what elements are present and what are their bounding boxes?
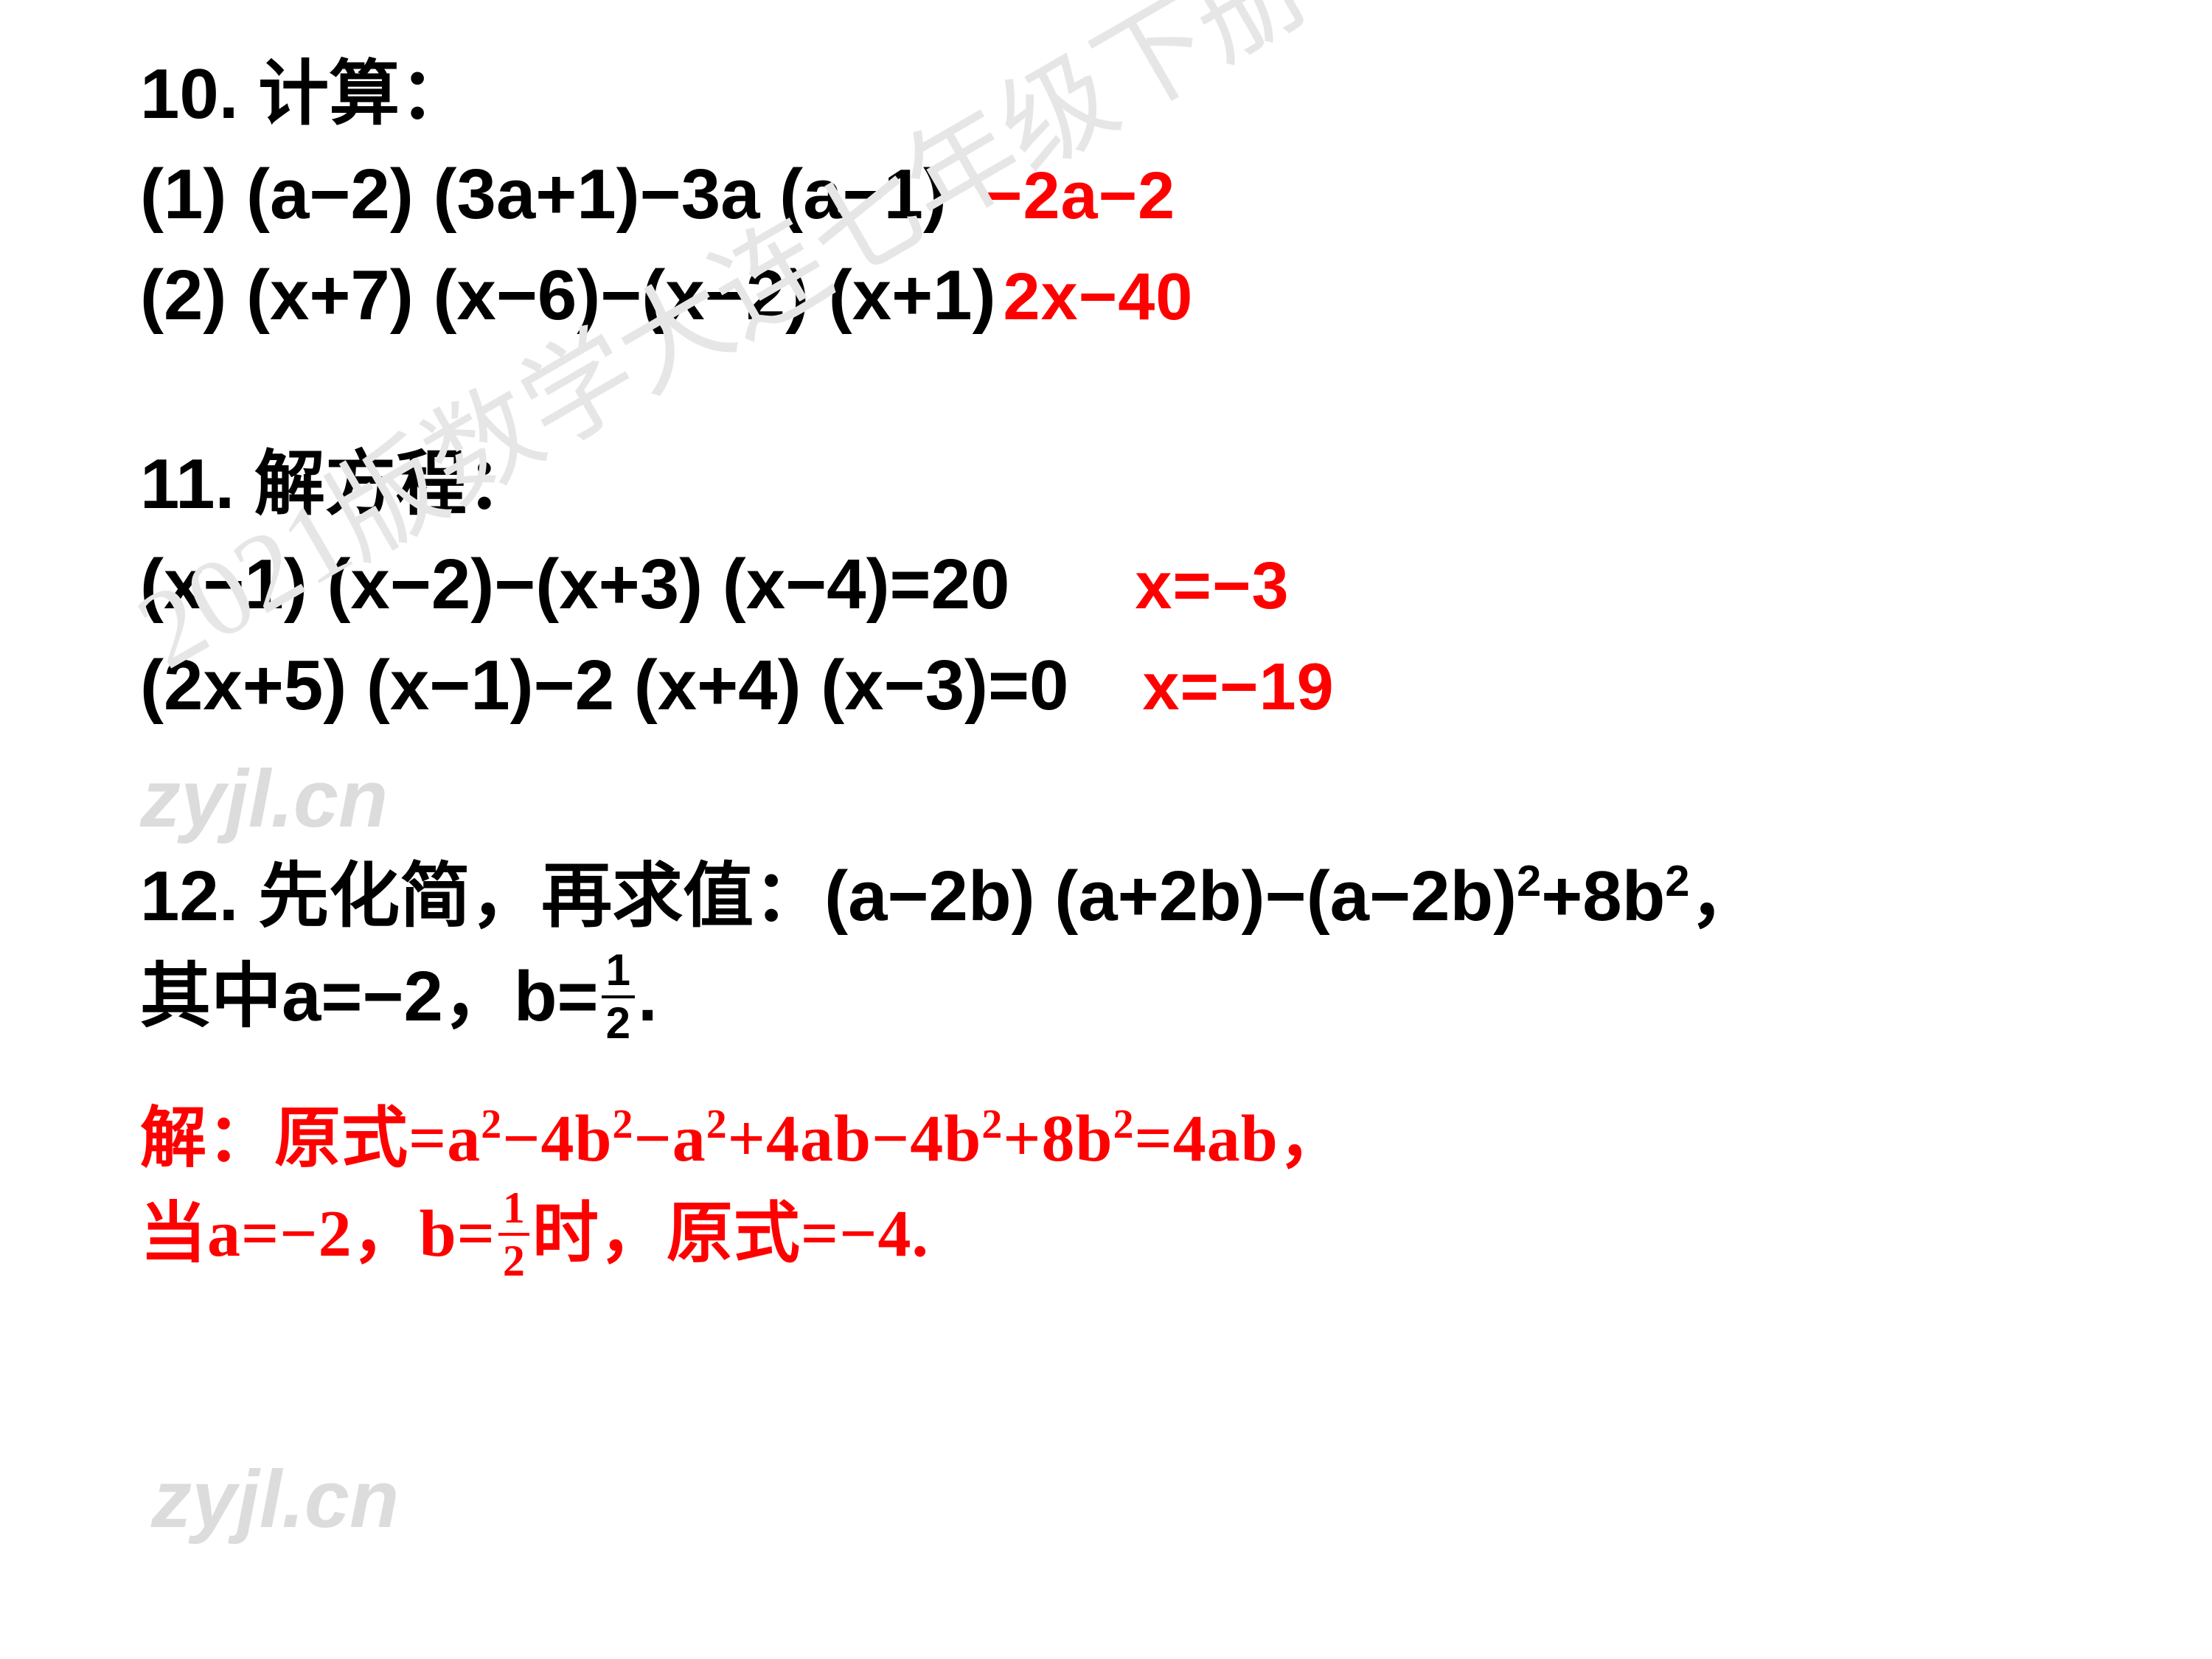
p12-line1: 12. 先化简，再求值： (a−2b) (a+2b)−(a−2b) 2 +8b … [140,846,2065,947]
p10-sub2-ans: 2x−40 [1004,251,1194,345]
p12-sup2b: 2 [1665,846,1689,947]
sol12-l1-s2: 2 [613,1092,634,1186]
sol12-frac-num: 1 [498,1186,529,1236]
sol12-frac-den: 2 [498,1236,529,1283]
p12-frac-den: 2 [602,998,635,1046]
p10-title: 10. 计算： [140,44,2065,145]
p11-eq2-ans: x=−19 [1142,641,1334,735]
sol12-l2-b: 时，原式=−4. [532,1187,929,1281]
sol12-l1-a: 解：原式=a [140,1092,481,1186]
p12-plus8b: +8b [1541,846,1665,947]
p11-eq2: (2x+5) (x−1)−2 (x+4) (x−3)=0 x=−19 [140,636,2065,736]
worksheet-page: 2021版数学大连七年级下册 zyjl.cn zyjl.cn 10. 计算： (… [0,0,2212,1659]
p10-sub2: (2) (x+7) (x−6)−(x−2) (x+1) 2x−40 [140,246,2065,346]
sol12-l1-e: +8b [1003,1092,1113,1186]
p11-eq2-expr: (2x+5) (x−1)−2 (x+4) (x−3)=0 [140,636,1068,736]
p11-eq1-ans: x=−3 [1135,540,1289,634]
sol12-l1-c: −a [633,1092,706,1186]
p12-comma: ， [1689,846,1760,947]
sol12-l1-b: −4b [502,1092,612,1186]
sol12-l1-d: +4ab−4b [728,1092,982,1186]
sol12-frac: 1 2 [498,1186,529,1283]
p11-title: 11. 解方程： [140,434,2065,535]
sol12-line1: 解：原式=a 2 −4b 2 −a 2 +4ab−4b 2 +8b 2 =4ab… [140,1092,2065,1186]
sol12-l1-s4: 2 [981,1092,1003,1186]
p10-sub1-ans: −2a−2 [984,150,1175,244]
sol12-l1-s3: 2 [706,1092,728,1186]
sol12-line2: 当a=−2，b= 1 2 时，原式=−4. [140,1186,2065,1283]
p10-sub1: (1) (a−2) (3a+1)−3a (a−1) −2a−2 [140,145,2065,245]
p12-period: . [638,947,658,1047]
p10-sub1-expr: (1) (a−2) (3a+1)−3a (a−1) [140,145,947,245]
p12-frac: 1 2 [602,948,635,1046]
p11-eq1: (x−1) (x−2)−(x+3) (x−4)=20 x=−3 [140,535,2065,635]
p12-expr-a: (a−2b) (a+2b)−(a−2b) [824,846,1517,947]
p11-title-text: 11. 解方程： [140,434,538,535]
p11-eq1-expr: (x−1) (x−2)−(x+3) (x−4)=20 [140,535,1009,635]
p12-prefix: 12. 先化简，再求值： [140,846,824,947]
watermark-zy-2: zyjl.cn [151,1453,399,1546]
p10-sub2-expr: (2) (x+7) (x−6)−(x−2) (x+1) [140,246,996,346]
p12-sup2a: 2 [1517,846,1541,947]
p12-line2: 其中a=−2，b= 1 2 . [140,947,2065,1047]
p12-where: 其中a=−2，b= [140,947,599,1047]
p12-frac-num: 1 [602,948,635,998]
p10-title-text: 10. 计算： [140,44,470,145]
sol12-l2-a: 当a=−2，b= [140,1187,495,1281]
sol12-l1-s1: 2 [481,1092,502,1186]
sol12-l1-s5: 2 [1113,1092,1135,1186]
sol12-l1-f: =4ab， [1135,1092,1346,1186]
